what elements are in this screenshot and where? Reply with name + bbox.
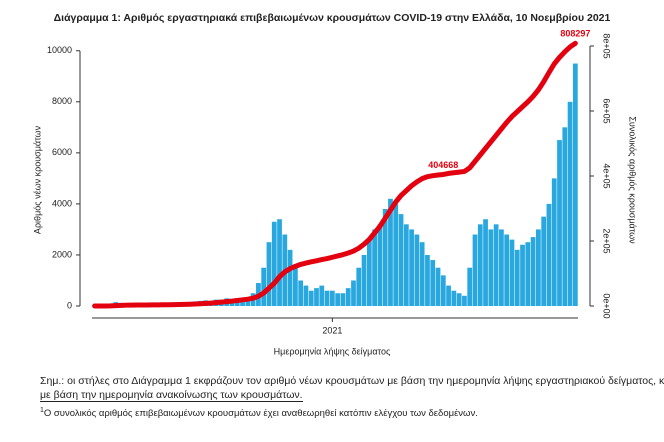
bar: [435, 267, 441, 306]
bar: [572, 63, 578, 307]
bar: [525, 242, 531, 306]
bar: [562, 127, 568, 306]
x-tick-label: 2021: [322, 325, 342, 335]
bar: [319, 285, 325, 306]
value-label: 404668: [428, 160, 458, 170]
bar: [393, 203, 399, 306]
bar: [456, 293, 462, 306]
x-axis-label: Ημερομηνία λήψης δείγματος: [274, 346, 391, 356]
bar: [298, 280, 304, 306]
y-tick-label: 2000: [52, 249, 72, 259]
bar: [271, 221, 277, 306]
bar: [440, 275, 446, 306]
bar: [377, 224, 383, 306]
footnote-mark: 1: [40, 407, 44, 414]
bar: [287, 249, 293, 306]
bar: [541, 216, 547, 306]
bar: [398, 214, 404, 306]
bar: [277, 219, 282, 306]
chart: Διάγραμμα 1: Αριθμός εργαστηριακά επιβεβ…: [32, 12, 638, 357]
y-axis-label: Αριθμός νέων κρουσμάτων: [32, 125, 42, 234]
bar: [340, 293, 346, 306]
bar: [557, 140, 562, 306]
bar: [499, 229, 504, 306]
bar: [446, 285, 451, 306]
bar: [530, 237, 536, 306]
bar: [488, 229, 494, 306]
bar: [536, 229, 541, 306]
bar: [483, 219, 488, 306]
bar: [477, 224, 483, 306]
bar: [372, 229, 377, 306]
bar: [293, 267, 298, 306]
bar: [462, 295, 467, 306]
bar: [403, 224, 409, 306]
note-line: με βάση την ημερομηνία ανακοίνωσης των κ…: [40, 389, 303, 402]
bar: [261, 267, 267, 306]
bar: [324, 290, 330, 306]
bar: [388, 198, 393, 306]
bar: [361, 254, 367, 306]
bar: [509, 239, 515, 306]
bar: [467, 267, 473, 306]
y-tick-label: 10000: [47, 45, 72, 55]
footnote-text: Ο συνολικός αριθμός επιβεβαιωμένων κρουσ…: [43, 408, 478, 420]
bar: [266, 242, 272, 306]
value-label: 808297: [560, 29, 590, 39]
y2-tick-label: 6e+05: [602, 98, 612, 123]
bar: [345, 288, 351, 306]
bar: [472, 234, 478, 306]
bar: [245, 297, 251, 306]
bar: [520, 244, 525, 306]
y2-tick-label: 8e+05: [602, 33, 612, 58]
bar: [514, 249, 520, 306]
bar: [335, 293, 341, 306]
bar: [356, 267, 362, 306]
bar: [414, 234, 420, 306]
y2-axis-label: Συνολικός αριθμός κρουσμάτων: [628, 116, 638, 244]
bar: [504, 234, 510, 306]
bar: [546, 203, 552, 306]
bar: [551, 178, 557, 306]
bar: [425, 254, 430, 306]
y2-tick-label: 4e+05: [602, 163, 612, 188]
bar: [366, 239, 372, 306]
bar: [409, 229, 414, 306]
y2-tick-label: 0e+00: [602, 293, 612, 318]
footnote: 1Ο συνολικός αριθμός επιβεβαιωμένων κρου…: [40, 407, 478, 419]
y-tick-label: 4000: [52, 198, 72, 208]
y-tick-label: 0: [67, 300, 72, 310]
y-tick-label: 6000: [52, 147, 72, 157]
bar: [382, 209, 388, 306]
bar: [308, 290, 314, 306]
bar: [303, 285, 309, 306]
bar: [329, 290, 335, 306]
y2-tick-label: 2e+05: [602, 228, 612, 253]
bar: [430, 260, 436, 306]
bar: [493, 224, 499, 306]
bar: [567, 101, 573, 306]
note-line: Σημ.: οι στήλες στο Διάγραμμα 1 εκφράζου…: [40, 375, 664, 387]
bar: [419, 242, 425, 306]
y-tick-label: 8000: [52, 96, 72, 106]
chart-title: Διάγραμμα 1: Αριθμός εργαστηριακά επιβεβ…: [54, 12, 611, 24]
cumulative-line: [92, 40, 578, 309]
bar: [314, 288, 319, 306]
bar: [351, 280, 356, 306]
bar: [451, 290, 457, 306]
